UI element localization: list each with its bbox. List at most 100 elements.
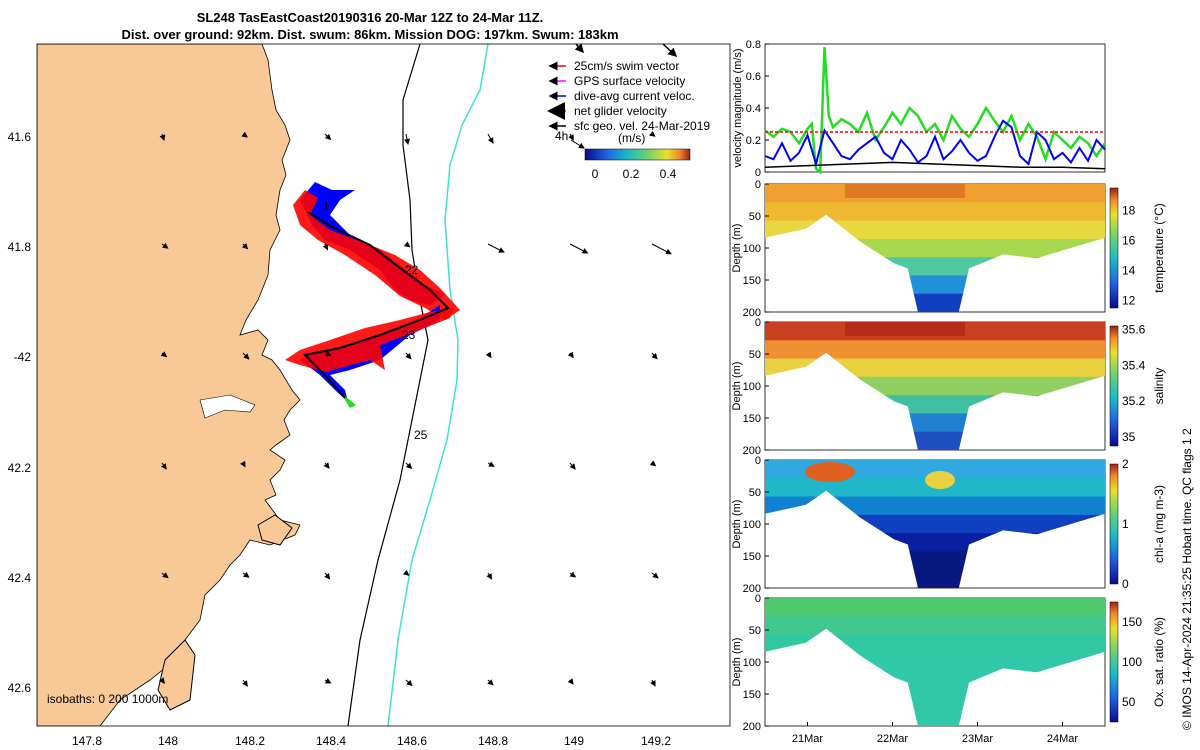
depth-tick-label: 50 [749, 349, 761, 361]
depth-tick-label: 50 [749, 211, 761, 223]
geo-vector-arrow [322, 243, 329, 251]
track-label-1: 1 [323, 199, 330, 213]
depth-tick-label: 100 [743, 519, 761, 531]
geo-vector-arrow [485, 351, 492, 359]
legend-label: net glider velocity [574, 104, 667, 118]
lon-tick-label: 147.8 [72, 734, 102, 748]
depth-tick-label: 100 [743, 243, 761, 255]
geo-vector-arrow [487, 461, 495, 467]
depth-tick-label: 200 [743, 583, 761, 595]
track-label-25: 25 [414, 428, 428, 442]
lon-tick-label: 149 [564, 734, 584, 748]
depth-tick-label: 100 [743, 381, 761, 393]
geo-vector-arrow [242, 352, 250, 360]
corner-vector-2 [662, 43, 678, 58]
section-salinity: 0 50 100 150 200 Depth (m) 35 35.2 35.4 35.6 salin… [731, 317, 1166, 457]
qc-flags-label: QC flags 1 2 [1180, 428, 1194, 496]
colorbar-tick-label: 100 [1122, 655, 1142, 669]
geo-vector-arrow [405, 462, 413, 469]
colorbar-label: Ox. sat. ratio (%) [1152, 617, 1166, 707]
lon-tick-label: 148 [158, 734, 178, 748]
depth-tick-label: 200 [743, 445, 761, 457]
isobaths-label: isobaths: 0 200 1000m [47, 692, 168, 706]
geo-vector-arrow [405, 679, 413, 687]
track-red-1 [293, 190, 460, 320]
velocity-ylabel: velocity magnitude (m/s) [732, 48, 744, 167]
geo-vector-arrow [324, 133, 332, 141]
island-small [257, 514, 293, 546]
lat-tick-label: 42.2 [8, 461, 32, 475]
isobath-200 [347, 44, 429, 726]
geo-velocity-field [158, 130, 672, 687]
credit-text: © IMOS 14-Apr-2024 21:35:25 Hobart time.… [1180, 428, 1194, 730]
colorbar-label: salinity [1152, 368, 1166, 405]
geo-vector-arrow [404, 133, 410, 145]
colorbar-label: temperature (°C) [1152, 203, 1166, 293]
geo-vector-arrow [567, 351, 574, 359]
colorbar-tick-label: 50 [1122, 695, 1136, 709]
figure-title-line2: Dist. over ground: 92km. Dist. swum: 86k… [121, 27, 619, 42]
depth-tick-label: 150 [743, 689, 761, 701]
inlet [199, 394, 256, 419]
depth-band [765, 202, 1105, 222]
lon-tick-label: 148.8 [478, 734, 508, 748]
date-tick-label: 24Mar [1047, 733, 1079, 745]
depth-band [765, 598, 1105, 618]
geo-vector-arrow [487, 243, 505, 253]
geo-vector-arrow [324, 572, 331, 580]
legend-label: dive-avg current veloc. [574, 89, 695, 103]
date-tick-label: 21Mar [792, 733, 824, 745]
velocity-tick-label: 0.4 [746, 103, 761, 115]
4h-label: 4h [555, 129, 568, 143]
depth-tick-label: 150 [743, 551, 761, 563]
geo-vector-arrow [402, 569, 410, 576]
geo-vector-arrow [159, 133, 166, 141]
lat-tick-label: 42.6 [8, 681, 32, 695]
corner-vector-1 [574, 43, 584, 54]
geo-vector-arrow [403, 241, 411, 248]
geo-vector-arrow [241, 242, 249, 250]
figure-title-line1: SL248 TasEastCoast20190316 20-Mar 12Z to… [196, 10, 544, 25]
geo-vector-arrow [158, 677, 165, 684]
speed-colorbar [584, 148, 691, 161]
colorbar-tick-label: 0.4 [660, 167, 677, 181]
colorbar-tick-label: 150 [1122, 615, 1142, 629]
geo-vector-arrow [650, 679, 656, 687]
lat-tick-label: -42 [14, 350, 32, 364]
map-panel: 147.8 148 148.2 148.4 148.6 148.8 149 149.2 41.… [8, 43, 731, 748]
depth-tick-label: 150 [743, 275, 761, 287]
velocity-tick-label: 0.8 [746, 39, 761, 51]
legend-label: GPS surface velocity [574, 74, 685, 88]
geo-vector-arrow [241, 679, 248, 687]
colorbar-tick-label: 35.4 [1122, 358, 1146, 372]
colorbar-label: chl-a (mg m-3) [1152, 485, 1166, 563]
depth-tick-label: 150 [743, 413, 761, 425]
colorbar-tick-label: 16 [1122, 234, 1136, 248]
depth-tick-label: 100 [743, 657, 761, 669]
geo-vector-arrow [651, 243, 672, 255]
lon-tick-label: 149.2 [641, 734, 671, 748]
geo-vector-arrow [649, 460, 657, 467]
geo-vector-arrow [160, 351, 168, 358]
depth-ylabel: Depth (m) [731, 224, 743, 273]
island [157, 639, 196, 711]
geo-vector-arrow [651, 352, 658, 360]
section-colorbar [1109, 325, 1119, 447]
colorbar-units-label: (m/s) [618, 131, 645, 145]
depth-ylabel: Depth (m) [731, 500, 743, 549]
geo-vector-arrow [486, 572, 493, 580]
depth-band [765, 340, 1105, 360]
geo-vector-arrow [569, 243, 589, 254]
velocity-series-line [764, 161, 1106, 170]
legend-label: sfc geo. vel. 24-Mar-2019 [574, 119, 710, 133]
legend-label: 25cm/s swim vector [574, 59, 679, 73]
lat-tick-label: 41.8 [8, 240, 32, 254]
surface-patch [845, 322, 965, 336]
section-chl-a: 0 50 100 150 200 Depth (m) 0 1 2 chl-a (mg m-3) [731, 455, 1166, 595]
geo-vector-arrow [651, 572, 659, 579]
track-black-line [302, 211, 450, 399]
geo-vector-arrow [649, 130, 656, 137]
